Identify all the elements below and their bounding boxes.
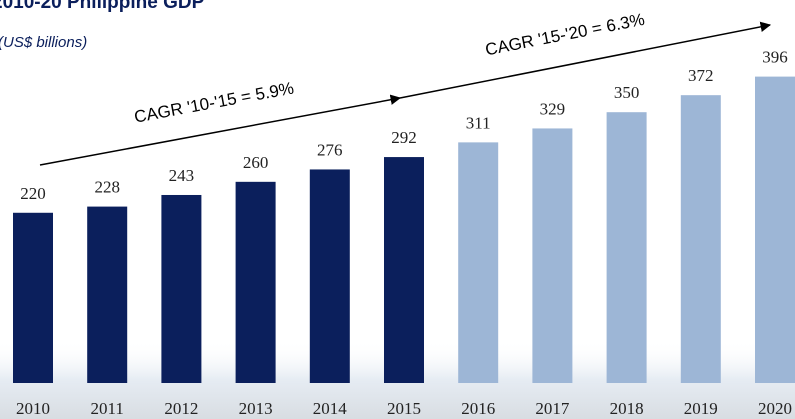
bar [235, 181, 276, 383]
x-tick-label: 2010 [16, 399, 50, 418]
x-tick-label: 2011 [91, 399, 124, 418]
value-label: 311 [466, 113, 491, 132]
bar [606, 112, 647, 383]
x-tick-label: 2019 [684, 399, 718, 418]
value-label: 350 [614, 83, 640, 102]
value-label: 220 [20, 184, 46, 203]
chart-title: 2010-20 Philippine GDP [0, 0, 205, 13]
annotation: CAGR '15-'20 = 6.3% [484, 10, 647, 60]
arrow [39, 94, 402, 166]
x-tick-label: 2014 [313, 399, 348, 418]
x-tick-label: 2018 [610, 399, 644, 418]
x-tick-label: 2020 [758, 399, 792, 418]
bar [13, 212, 53, 383]
value-label: 243 [169, 166, 195, 185]
value-label: 396 [762, 48, 788, 67]
bar [680, 95, 721, 383]
value-label: 260 [243, 153, 269, 172]
bar [755, 76, 795, 383]
bar [161, 194, 202, 383]
value-label: 228 [94, 178, 120, 197]
bar [458, 142, 499, 383]
x-tick-label: 2012 [164, 399, 198, 418]
value-label: 276 [317, 140, 343, 159]
value-label: 292 [391, 128, 417, 147]
chart-subtitle: (US$ billions) [0, 34, 87, 51]
annotation: CAGR '10-'15 = 5.9% [133, 78, 296, 126]
x-tick-label: 2016 [461, 399, 495, 418]
x-tick-label: 2017 [535, 399, 570, 418]
bar [309, 169, 350, 383]
x-tick-label: 2015 [387, 399, 421, 418]
bar [384, 157, 424, 383]
arrow [399, 21, 772, 99]
value-label: 372 [688, 66, 714, 85]
bar [532, 128, 573, 383]
bar [87, 206, 128, 383]
value-label: 329 [540, 99, 566, 118]
x-tick-label: 2013 [239, 399, 273, 418]
